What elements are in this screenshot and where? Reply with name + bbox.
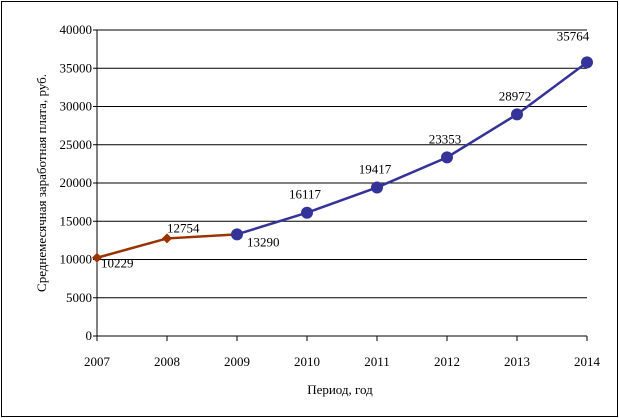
data-label: 10229 <box>101 256 134 271</box>
data-label: 23353 <box>429 131 462 146</box>
y-tick-label: 10000 <box>60 252 93 267</box>
y-tick-label: 30000 <box>60 99 93 114</box>
data-label: 16117 <box>289 187 322 202</box>
data-point-circle <box>231 228 243 241</box>
data-point-circle <box>511 108 523 121</box>
x-tick-label: 2009 <box>224 354 250 369</box>
data-label: 35764 <box>557 28 590 43</box>
x-axis-label: Период, год <box>307 382 373 397</box>
y-tick-label: 25000 <box>60 137 93 152</box>
y-tick-label: 20000 <box>60 175 93 190</box>
data-point-diamond <box>92 252 102 263</box>
data-point-circle <box>441 151 453 164</box>
data-label: 13290 <box>247 234 280 249</box>
y-tick-label: 5000 <box>66 290 92 305</box>
data-point-circle <box>581 56 593 69</box>
data-point-circle <box>371 181 383 194</box>
x-tick-label: 2011 <box>364 354 390 369</box>
x-tick-label: 2012 <box>434 354 460 369</box>
y-tick-label: 0 <box>86 328 93 343</box>
y-axis-label: Среднемесячная заработная плата, руб. <box>34 74 49 292</box>
y-tick-label: 35000 <box>60 60 93 75</box>
y-tick-label: 40000 <box>60 22 93 37</box>
data-label: 19417 <box>359 161 392 176</box>
data-point-circle <box>301 206 313 219</box>
x-tick-label: 2008 <box>154 354 180 369</box>
data-label: 12754 <box>167 220 200 235</box>
x-tick-label: 2010 <box>294 354 320 369</box>
x-tick-label: 2007 <box>84 354 111 369</box>
x-tick-label: 2014 <box>574 354 601 369</box>
data-point-diamond <box>162 233 172 244</box>
y-tick-label: 15000 <box>60 213 93 228</box>
x-tick-label: 2013 <box>504 354 530 369</box>
data-label: 28972 <box>499 88 532 103</box>
series-line <box>236 61 588 236</box>
